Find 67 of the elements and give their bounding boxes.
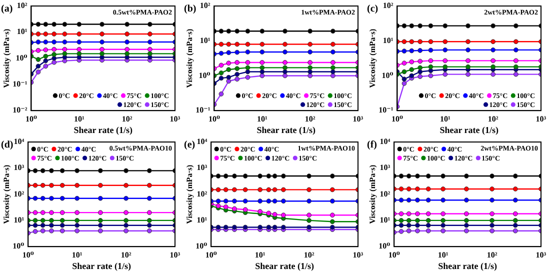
chart-title: (a) <box>1 4 13 15</box>
y-tick-label: 10¹ <box>380 216 391 225</box>
x-axis-title: Shear rate (1/s) <box>440 124 499 135</box>
y-tick-label: 10² <box>196 189 208 198</box>
x-tick-label: 10³ <box>536 250 547 260</box>
y-tick-label: 10⁰ <box>198 70 211 80</box>
chart-title: (c) <box>367 4 378 15</box>
x-tick-label: 10² <box>486 250 498 260</box>
y-tick-label: 10⁰ <box>378 242 391 251</box>
y-axis-title: Viscosity (mPa·s) <box>184 164 194 224</box>
y-tick-label: 10⁻¹ <box>12 80 28 89</box>
y-tick-label: 10⁰ <box>12 242 25 251</box>
x-tick-label: 10¹ <box>254 250 266 260</box>
y-tick-label: 10⁴ <box>380 137 391 146</box>
y-tick-label: 10⁻² <box>12 106 28 115</box>
y-tick-label: 10² <box>200 1 211 10</box>
x-axis-title: Shear rate (1/s) <box>438 260 497 271</box>
chart-title: (f) <box>367 140 377 151</box>
y-tick-label: 10⁰ <box>16 53 28 62</box>
x-tick-label: 10² <box>488 114 499 124</box>
x-tick-label: 10⁰ <box>25 114 38 124</box>
y-tick-label: 10⁰ <box>196 242 208 251</box>
x-tick-label: 10¹ <box>256 114 268 124</box>
chart-title: (d) <box>1 140 14 151</box>
x-tick-label: 10² <box>122 114 133 124</box>
x-tick-label: 10² <box>304 114 316 124</box>
y-tick-label: 10³ <box>196 163 208 172</box>
x-tick-label: 10³ <box>170 114 181 124</box>
y-axis-title: Viscosity (mPa·s) <box>368 28 377 88</box>
chart-title: (e) <box>184 140 196 151</box>
y-axis-title: Viscosity (mPa·s) <box>2 28 11 88</box>
x-tick-label: 10³ <box>536 114 547 124</box>
y-tick-label: 10⁻¹ <box>378 106 394 115</box>
x-tick-label: 10⁰ <box>391 114 404 124</box>
x-tick-label: 10³ <box>170 250 181 260</box>
x-tick-label: 10³ <box>352 250 364 260</box>
chart-title: (b) <box>184 4 196 15</box>
y-tick-label: 10³ <box>14 163 25 172</box>
y-axis-title: Viscosity (mPa·s) <box>184 28 194 88</box>
y-tick-label: 10¹ <box>382 36 394 45</box>
y-tick-label: 10² <box>14 189 25 198</box>
y-tick-label: 10⁰ <box>382 70 394 80</box>
x-tick-label: 10¹ <box>74 114 85 124</box>
y-tick-label: 10¹ <box>14 216 25 225</box>
x-tick-label: 10² <box>304 250 315 260</box>
x-tick-label: 10¹ <box>72 250 83 260</box>
y-tick-label: 10¹ <box>16 27 28 36</box>
x-tick-label: 10¹ <box>440 114 451 124</box>
y-tick-label: 10² <box>16 1 28 10</box>
y-axis-title: Viscosity (mPa·s) <box>368 164 377 224</box>
y-tick-label: 10³ <box>380 163 391 172</box>
y-tick-label: 10¹ <box>196 216 208 225</box>
x-axis-title: Shear rate (1/s) <box>256 124 316 135</box>
y-tick-label: 10⁴ <box>14 137 25 146</box>
y-tick-label: 10² <box>380 189 391 198</box>
y-axis-title: Viscosity (mPa·s) <box>2 164 11 224</box>
y-tick-label: 10⁻¹ <box>196 106 211 115</box>
y-tick-label: 10² <box>382 1 394 10</box>
x-tick-label: 10⁰ <box>208 114 220 124</box>
x-axis-title: Shear rate (1/s) <box>255 260 314 271</box>
x-axis-title: Shear rate (1/s) <box>72 260 131 271</box>
y-tick-label: 10⁴ <box>196 137 208 146</box>
x-tick-label: 10² <box>120 250 132 260</box>
x-tick-label: 10³ <box>352 114 364 124</box>
x-tick-label: 10¹ <box>438 250 449 260</box>
x-axis-title: Shear rate (1/s) <box>74 124 133 135</box>
y-tick-label: 10¹ <box>200 36 211 45</box>
